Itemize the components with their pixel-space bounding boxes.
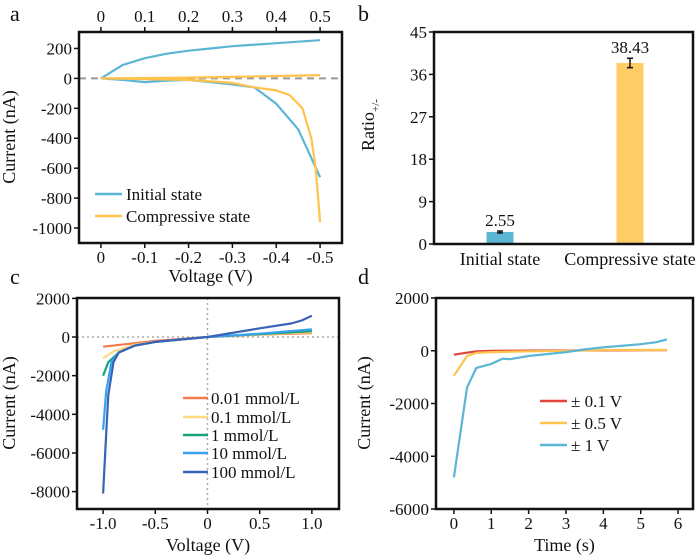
- x-top-tick-label: 0.2: [178, 7, 199, 26]
- legend-label: 100 mmol/L: [211, 463, 296, 482]
- series-line: [100, 77, 322, 223]
- y-axis-label-subscript: +/-: [370, 99, 382, 112]
- x-top-tick-label: 0: [97, 7, 106, 26]
- x-tick-label: 0: [203, 514, 212, 533]
- series-line: [452, 348, 667, 377]
- y-tick-label: 36: [410, 65, 427, 84]
- x-top-tick-label: 0.4: [266, 7, 288, 26]
- x-tick-label: -1.0: [90, 514, 117, 533]
- plot-frame: [77, 30, 344, 245]
- chart-a: 200 0 -200 -400 -600 -800 -1000 Current (nA) 0 -0…: [0, 7, 344, 287]
- y-axis-label: Current (nA): [354, 356, 375, 449]
- x-tick-label: 0.5: [249, 514, 270, 533]
- legend-label: Initial state: [126, 185, 202, 204]
- x-tick-label: 6: [674, 514, 683, 533]
- y-tick-label: -6000: [389, 500, 429, 519]
- x-top-tick-label: 0.5: [309, 7, 330, 26]
- x-tick-label: 0: [97, 248, 106, 267]
- x-tick-label: -0.5: [307, 248, 334, 267]
- y-tick-label: -8000: [30, 483, 70, 502]
- legend-label: 10 mmol/L: [211, 444, 287, 463]
- bar: [486, 231, 514, 244]
- chart-d: 2000 0 -2000 -4000 -6000 Current (nA) 0 1 2 3 4 5 6 T…: [354, 289, 695, 556]
- panel-letter-b: b: [358, 1, 369, 26]
- y-tick-label: 0: [419, 235, 428, 254]
- y-tick-label: 2000: [36, 289, 70, 308]
- x-top-tick-label: 0.3: [222, 7, 243, 26]
- y-tick-label: -600: [41, 159, 72, 178]
- y-tick-label: 27: [410, 108, 428, 127]
- y-tick-label: -4000: [30, 405, 70, 424]
- plot-frame: [432, 30, 695, 246]
- x-axis-label: Voltage (V): [168, 266, 252, 287]
- x-tick-label: 3: [562, 514, 571, 533]
- chart-b: 0 9 18 27 36 45 Ratio+/- 2.55 Initial state 38.43…: [358, 23, 696, 269]
- y-tick-label: 18: [410, 150, 427, 169]
- x-tick-label: Compressive state: [564, 249, 695, 269]
- bar: [616, 62, 644, 245]
- legend-label: 0.01 mmol/L: [211, 389, 300, 408]
- legend-label: ± 0.5 V: [571, 414, 623, 433]
- legend-label: ± 0.1 V: [571, 392, 623, 411]
- x-tick-label: -0.3: [219, 248, 246, 267]
- x-tick-label: Initial state: [460, 249, 540, 269]
- x-tick-label: 1: [487, 514, 496, 533]
- bar-value-label: 2.55: [485, 211, 515, 230]
- plot-frame: [75, 296, 341, 511]
- x-tick-label: -0.4: [263, 248, 290, 267]
- y-tick-label: -800: [41, 189, 72, 208]
- x-tick-label: -0.2: [175, 248, 202, 267]
- legend-label: Compressive state: [126, 207, 250, 226]
- y-axis-label: Current (nA): [0, 90, 20, 183]
- legend-label: 1 mmol/L: [211, 426, 279, 445]
- x-axis-label: Time (s): [534, 535, 595, 556]
- y-axis-label: Current (nA): [0, 356, 20, 449]
- legend-label: ± 1 V: [571, 436, 610, 455]
- x-axis-label: Voltage (V): [166, 535, 250, 556]
- x-top-tick-label: 0.1: [134, 7, 155, 26]
- x-tick-label: 2: [524, 514, 533, 533]
- panel-letter-d: d: [358, 264, 369, 289]
- y-tick-label: 0: [64, 69, 73, 88]
- panel-letter-a: a: [10, 1, 20, 26]
- y-tick-label: 45: [410, 23, 427, 42]
- y-tick-label: 2000: [395, 289, 429, 308]
- y-tick-label: -1000: [32, 219, 72, 238]
- chart-c: 2000 0 -2000 -4000 -6000 -8000 Current (nA) -1.…: [0, 289, 341, 556]
- y-tick-label: -400: [41, 129, 72, 148]
- y-tick-label: 9: [419, 193, 428, 212]
- series-line: [452, 338, 668, 478]
- x-tick-label: -0.1: [131, 248, 158, 267]
- x-tick-label: 1.0: [301, 514, 322, 533]
- y-tick-label: 0: [421, 342, 430, 361]
- x-tick-label: -0.5: [142, 514, 169, 533]
- y-tick-label: -2000: [389, 395, 429, 414]
- x-tick-label: 5: [636, 514, 645, 533]
- y-tick-label: -4000: [389, 447, 429, 466]
- series-line: [100, 39, 321, 80]
- y-tick-label: 0: [62, 328, 71, 347]
- legend-label: 0.1 mmol/L: [211, 408, 291, 427]
- panel-letter-c: c: [10, 264, 20, 289]
- y-tick-label: -6000: [30, 444, 70, 463]
- x-tick-label: 0: [450, 514, 459, 533]
- y-tick-label: -200: [41, 99, 72, 118]
- series-line: [102, 314, 313, 494]
- bar-value-label: 38.43: [611, 38, 649, 57]
- y-tick-label: 200: [47, 39, 73, 58]
- plot-frame: [434, 296, 695, 511]
- x-tick-label: 4: [599, 514, 608, 533]
- y-tick-label: -2000: [30, 367, 70, 386]
- y-axis-label: Ratio+/-: [358, 99, 381, 151]
